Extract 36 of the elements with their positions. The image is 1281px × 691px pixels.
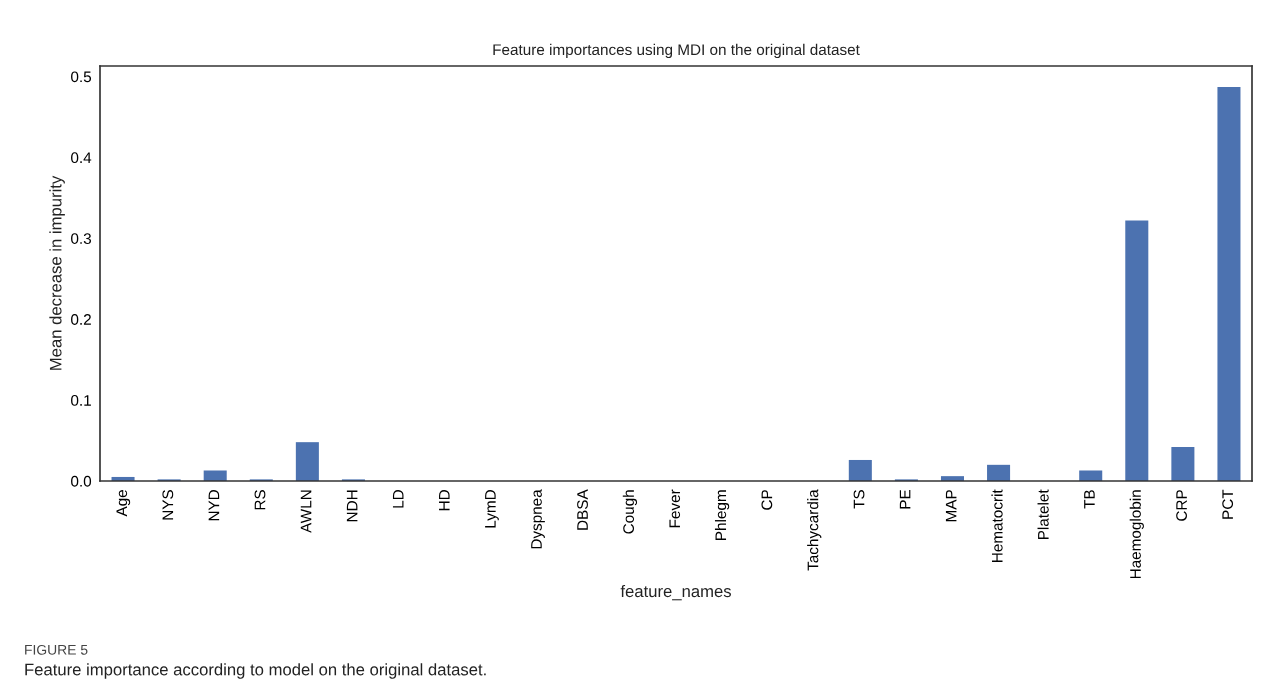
x-tick-label: Phlegm — [714, 490, 730, 540]
x-tick-label: LymD — [485, 490, 499, 528]
x-tick-label: PE — [899, 489, 911, 509]
y-tick-label: 0.0 — [71, 475, 92, 487]
x-tick-label: NDH — [346, 490, 358, 522]
x-tick-label: AWLN — [300, 490, 312, 533]
chart-title: Feature importances using MDI on the original dataset — [493, 43, 860, 59]
caption: FIGURE 5 — [25, 644, 88, 655]
x-tick-label: CRP — [1176, 490, 1187, 521]
x-tick-label: MAP — [945, 490, 957, 522]
x-tick-label: Tachycardia — [807, 489, 822, 571]
x-tick-label: Cough — [622, 490, 638, 534]
x-tick-label: CP — [761, 490, 773, 510]
y-tick-label: 0.5 — [71, 71, 92, 83]
x-tick-label: LD — [392, 490, 404, 508]
y-tick-label: 0.4 — [71, 152, 92, 164]
y-axis-title: Mean decrease in impurity — [49, 175, 65, 370]
y-tick-label: 0.3 — [71, 233, 91, 244]
y-tick-label: 0.2 — [71, 314, 91, 325]
x-tick-label: PCT — [1222, 489, 1234, 519]
x-tick-label: Dyspnea — [531, 489, 545, 549]
x-tick-label: NYS — [162, 490, 174, 520]
x-tick-label: RS — [254, 490, 266, 510]
text: Feature importance according to model on the original dataset. — [25, 663, 486, 679]
x-tick-label: Haemoglobin — [1129, 490, 1144, 579]
x-tick-label: TS — [853, 490, 865, 509]
x-axis-title: feature_names — [620, 584, 731, 601]
y-tick-label: 0.1 — [71, 394, 91, 406]
x-tick-label: Platelet — [1037, 489, 1049, 540]
x-tick-label: Hematocrit — [991, 489, 1003, 562]
x-tick-label: Fever — [669, 489, 681, 528]
x-tick-label: HD — [439, 490, 450, 511]
x-tick-label: TB — [1084, 490, 1095, 509]
x-tick-label: NYD — [208, 490, 220, 521]
x-tick-label: Age — [116, 490, 131, 517]
x-tick-label: DBSA — [577, 489, 588, 530]
